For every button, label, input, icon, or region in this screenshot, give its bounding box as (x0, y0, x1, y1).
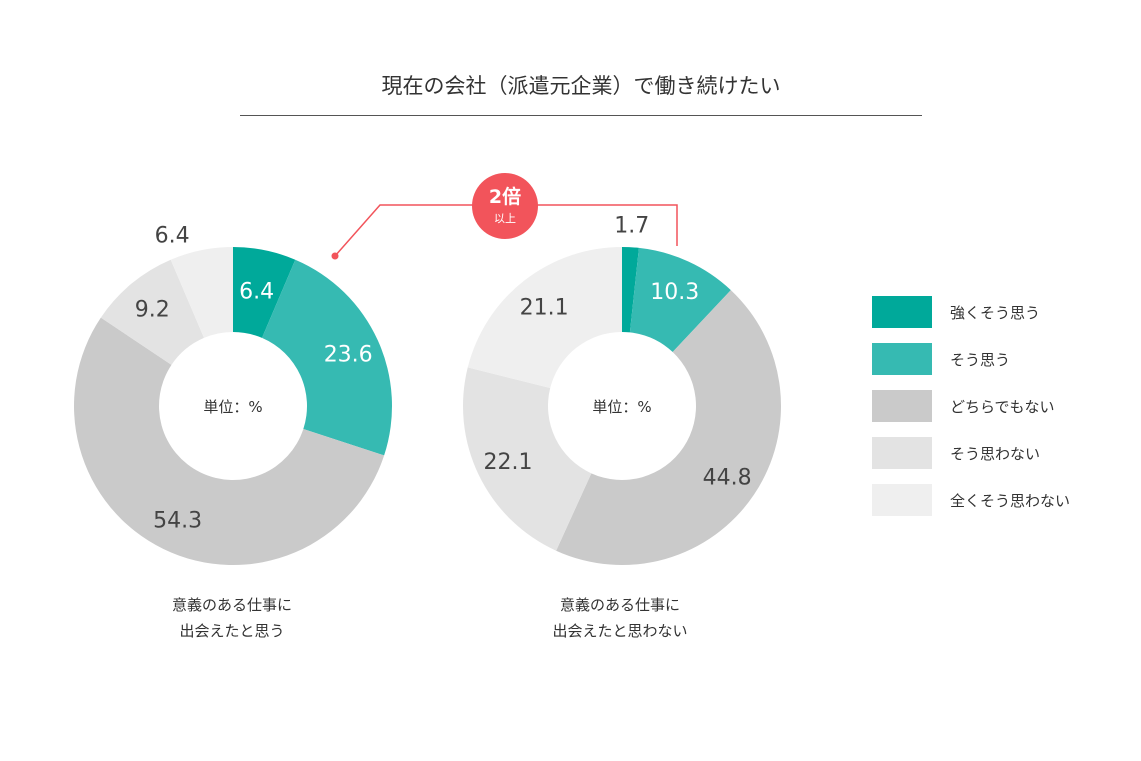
data-label-neutral: 44.8 (703, 465, 752, 490)
legend-label: 強くそう思う (950, 303, 1041, 322)
legend-item: どちらでもない (872, 390, 1070, 422)
donut-center-label: 単位：% (203, 398, 262, 416)
legend-label: 全くそう思わない (950, 491, 1071, 510)
data-label-strongly-agree: 6.4 (239, 279, 274, 304)
donut-slice-neutral (556, 290, 781, 565)
data-label-agree: 23.6 (324, 343, 373, 368)
legend-swatch (872, 390, 932, 422)
comparison-connector: 2倍 以上 (331, 173, 678, 260)
caption-line: 意義のある仕事に (559, 596, 680, 614)
donut-slice-strongly-agree (233, 247, 296, 338)
legend-swatch (872, 437, 932, 469)
donut-center-label: 単位：% (592, 398, 651, 416)
donut-slice-disagree (463, 367, 592, 551)
badge-circle (472, 173, 538, 239)
data-label-strongly-disagree: 21.1 (520, 295, 569, 320)
legend-swatch (872, 343, 932, 375)
donut-chart-left: 6.4 23.6 54.3 9.2 6.4 単位：% (73, 223, 392, 565)
donut-slice-strongly-disagree (467, 246, 622, 389)
chart-caption-right: 意義のある仕事に 出会えたと思わない (500, 592, 740, 644)
legend-item: そう思う (872, 343, 1070, 375)
badge-main-text: 2倍 (489, 185, 521, 208)
caption-line: 意義のある仕事に (171, 596, 292, 614)
donut-slice-agree (261, 259, 392, 456)
legend-swatch (872, 484, 932, 516)
donut-slice-strongly-disagree (170, 247, 233, 338)
donut-slice-strongly-agree (622, 247, 639, 333)
caption-line: 出会えたと思う (179, 622, 285, 640)
legend: 強くそう思う そう思う どちらでもない そう思わない 全くそう思わない (872, 296, 1070, 531)
data-label-neutral: 54.3 (153, 509, 202, 534)
badge-sub-text: 以上 (494, 212, 516, 225)
data-label-disagree: 9.2 (135, 298, 170, 323)
donut-slice-neutral (73, 317, 385, 565)
legend-item: 全くそう思わない (872, 484, 1070, 516)
legend-item: そう思わない (872, 437, 1070, 469)
caption-line: 出会えたと思わない (552, 622, 688, 640)
donut-slice-disagree (100, 259, 205, 365)
legend-swatch (872, 296, 932, 328)
legend-label: どちらでもない (950, 397, 1055, 416)
data-label-strongly-disagree: 6.4 (155, 223, 190, 248)
data-label-strongly-agree: 1.7 (614, 213, 649, 238)
legend-label: そう思う (950, 350, 1011, 369)
legend-item: 強くそう思う (872, 296, 1070, 328)
data-label-disagree: 22.1 (484, 450, 533, 475)
legend-label: そう思わない (950, 444, 1041, 463)
chart-title: 現在の会社（派遣元企業）で働き続けたい (381, 74, 781, 98)
donut-chart-right: 1.7 10.3 44.8 22.1 21.1 単位：% (463, 213, 781, 565)
chart-caption-left: 意義のある仕事に 出会えたと思う (112, 592, 352, 644)
data-label-agree: 10.3 (650, 280, 699, 305)
donut-slice-agree (629, 247, 731, 353)
title-divider (240, 115, 922, 116)
connector-dot (331, 252, 339, 260)
